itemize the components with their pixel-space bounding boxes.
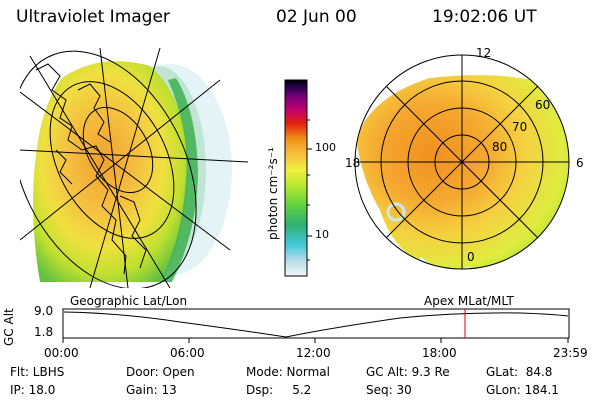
- dsp-info: Dsp: 5.2: [246, 383, 312, 397]
- mlt-label-18: 18: [345, 156, 361, 170]
- colorbar-tick-10: 10: [315, 228, 329, 241]
- timeline-xtick-1200: 12:00: [296, 346, 331, 360]
- door-info: Door: Open: [126, 365, 195, 379]
- polar-image: [354, 54, 570, 270]
- seq-info: Seq: 30: [366, 383, 412, 397]
- instrument-title: Ultraviolet Imager: [16, 7, 170, 27]
- time-label: 19:02:06 UT: [432, 7, 537, 27]
- gc-alt-info: GC Alt: 9.3 Re: [366, 365, 450, 379]
- timeline-xtick-2359: 23:59: [553, 346, 588, 360]
- colorbar-label: photon cm⁻²s⁻¹: [266, 147, 280, 240]
- colorbar: [284, 79, 308, 277]
- timeline-xtick-0000: 00:00: [44, 346, 79, 360]
- timeline-xtick-1800: 18:00: [422, 346, 457, 360]
- mlat-label-70: 70: [512, 120, 528, 134]
- timeline-box: [62, 308, 570, 339]
- colorbar-tick-100: 100: [315, 141, 336, 154]
- mlat-label-80: 80: [492, 140, 508, 154]
- timeline-ytick-top: 9.0: [34, 304, 54, 318]
- geographic-image: [20, 47, 248, 288]
- mode-info: Mode: Normal: [246, 365, 330, 379]
- glon-info: GLon: 184.1: [486, 383, 559, 397]
- mlt-label-6: 6: [576, 156, 584, 170]
- date-label: 02 Jun 00: [276, 7, 357, 27]
- mlt-label-12: 12: [476, 46, 492, 60]
- altitude-curve: [63, 311, 569, 338]
- mlt-label-0: 0: [467, 250, 475, 264]
- gain-info: Gain: 13: [126, 383, 177, 397]
- geographic-caption: Geographic Lat/Lon: [70, 294, 188, 308]
- timeline-ylabel: GC Alt: [2, 308, 16, 346]
- timeline-ytick-bottom: 1.8: [34, 325, 54, 339]
- ip-info: IP: 18.0: [10, 383, 56, 397]
- apex-caption: Apex MLat/MLT: [424, 294, 514, 308]
- timeline-xtick-0600: 06:00: [170, 346, 205, 360]
- filter-info: Flt: LBHS: [10, 365, 65, 379]
- glat-info: GLat: 84.8: [486, 365, 553, 379]
- mlat-label-60: 60: [535, 98, 551, 112]
